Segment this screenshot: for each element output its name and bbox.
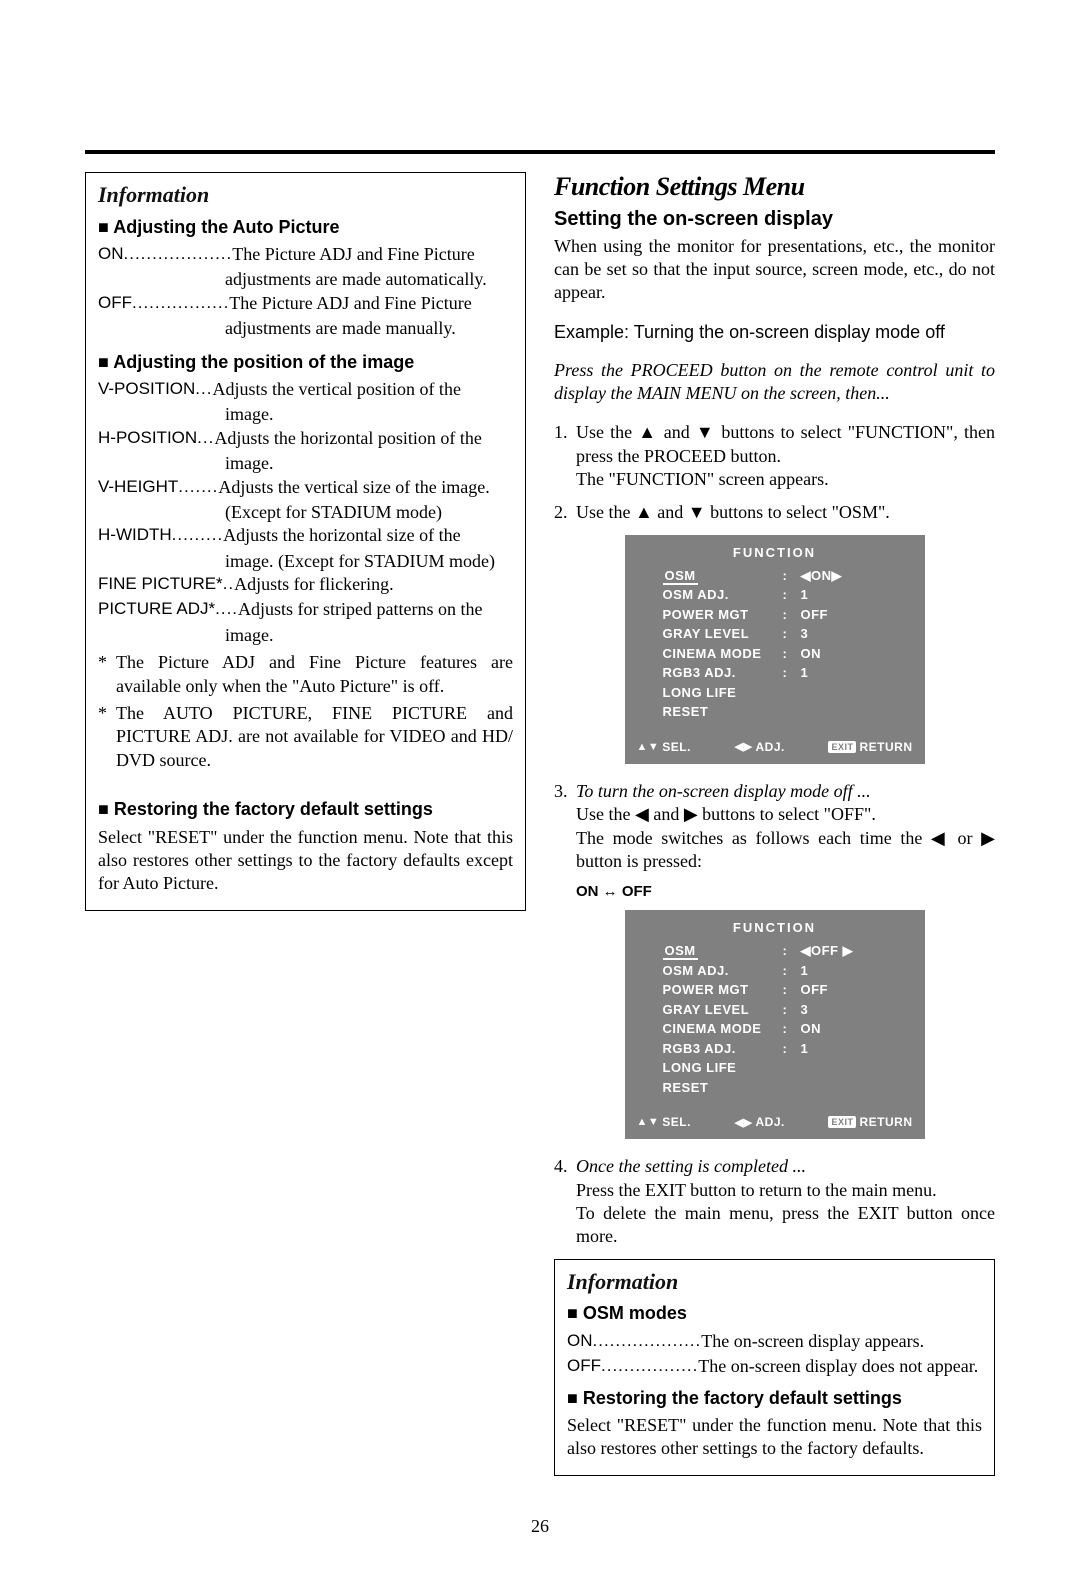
pre-steps: Press the PROCEED button on the remote c…	[554, 359, 995, 405]
right-column: Function Settings Menu Setting the on-sc…	[554, 172, 995, 1476]
two-column-layout: Information Adjusting the Auto Picture O…	[85, 172, 995, 1476]
osd-title: FUNCTION	[637, 545, 913, 560]
intro-text: When using the monitor for presentations…	[554, 235, 995, 304]
step-3: 3. To turn the on-screen display mode of…	[554, 780, 995, 874]
heading-auto-picture: Adjusting the Auto Picture	[98, 216, 513, 239]
info-title: Information	[567, 1268, 982, 1297]
def-hpos: H-POSITION ... Adjusts the horizontal po…	[98, 427, 513, 450]
page-number: 26	[85, 1516, 995, 1537]
on-off-toggle: ON ↔ OFF	[576, 883, 995, 900]
exit-icon: EXIT	[828, 1116, 856, 1128]
leftright-icon: ◀▶	[735, 740, 753, 753]
restore-text: Select "RESET" under the function menu. …	[98, 826, 513, 896]
dots: ...................	[124, 243, 233, 265]
def-on: ON ................... The Picture ADJ a…	[98, 243, 513, 266]
example-label: Example: Turning the on-screen display m…	[554, 322, 995, 343]
info-box-left: Information Adjusting the Auto Picture O…	[85, 172, 526, 911]
step-2: 2. Use the ▲ and ▼ buttons to select "OS…	[554, 501, 995, 524]
section-title: Function Settings Menu	[554, 172, 995, 202]
updown-icon: ▲▼	[637, 741, 660, 753]
def-on-cont: adjustments are made automatically.	[98, 268, 513, 291]
exit-icon: EXIT	[828, 741, 856, 753]
info-title: Information	[98, 181, 513, 210]
def-off-cont: adjustments are made manually.	[98, 317, 513, 340]
osd-screen-off: FUNCTION OSM:◀OFF ▶ OSM ADJ.:1 POWER MGT…	[625, 910, 925, 1139]
def-vheight: V-HEIGHT ....... Adjusts the vertical si…	[98, 476, 513, 499]
term: OFF	[98, 292, 132, 314]
step-1: 1. Use the ▲ and ▼ buttons to select "FU…	[554, 421, 995, 491]
info-box-right: Information OSM modes ON ...............…	[554, 1259, 995, 1476]
leftright-icon: ◀▶	[735, 1116, 753, 1129]
def-osm-off: OFF ................. The on-screen disp…	[567, 1355, 982, 1378]
def-hwidth: H-WIDTH ......... Adjusts the horizontal…	[98, 524, 513, 547]
heading-restore-right: Restoring the factory default settings	[567, 1387, 982, 1410]
subsection-title: Setting the on-screen display	[554, 208, 995, 231]
def-vpos: V-POSITION ... Adjusts the vertical posi…	[98, 378, 513, 401]
def-finepic: FINE PICTURE*.. Adjusts for flickering.	[98, 573, 513, 596]
dots: .................	[132, 292, 229, 314]
osd-foot-sel: ▲▼SEL.	[637, 740, 691, 754]
val: The Picture ADJ and Fine Picture	[232, 243, 513, 266]
def-off: OFF ................. The Picture ADJ an…	[98, 292, 513, 315]
val: The Picture ADJ and Fine Picture	[229, 292, 513, 315]
def-picadj: PICTURE ADJ*.... Adjusts for striped pat…	[98, 598, 513, 621]
osd-screen-on: FUNCTION OSM:◀ON▶ OSM ADJ.:1 POWER MGT:O…	[625, 535, 925, 764]
footnote-1: * The Picture ADJ and Fine Picture featu…	[98, 651, 513, 698]
heading-position: Adjusting the position of the image	[98, 351, 513, 374]
footnote-2: * The AUTO PICTURE, FINE PICTURE and PIC…	[98, 702, 513, 772]
osd-foot-adj: ◀▶ADJ.	[735, 740, 785, 754]
osd-foot-return: EXITRETURN	[828, 740, 912, 754]
left-column: Information Adjusting the Auto Picture O…	[85, 172, 526, 1476]
term: ON	[98, 243, 124, 265]
heading-restore: Restoring the factory default settings	[98, 798, 513, 821]
step-4: 4. Once the setting is completed ... Pre…	[554, 1155, 995, 1249]
top-rule	[85, 150, 995, 154]
heading-osm: OSM modes	[567, 1302, 982, 1325]
updown-icon: ▲▼	[637, 1116, 660, 1128]
restore-text-right: Select "RESET" under the function menu. …	[567, 1414, 982, 1461]
def-osm-on: ON ................... The on-screen dis…	[567, 1330, 982, 1353]
